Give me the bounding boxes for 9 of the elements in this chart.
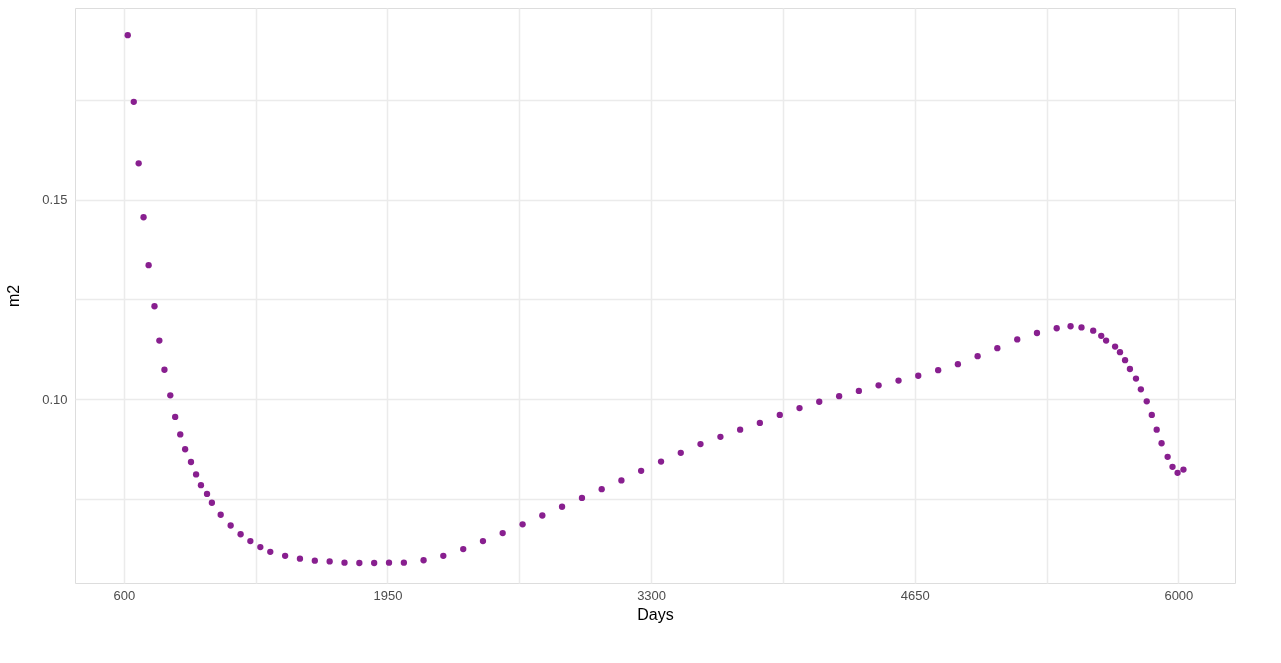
y-axis-title: m2	[5, 284, 23, 308]
x-tick-label: 3300	[637, 587, 667, 603]
x-tick-label: 4650	[900, 587, 930, 603]
x-tick-label: 6000	[1164, 587, 1194, 603]
x-axis-title: Days	[637, 605, 674, 623]
x-tick-label: 1950	[373, 587, 403, 603]
y-tick-label: 0.10	[42, 391, 68, 407]
y-tick-label: 0.15	[42, 192, 68, 208]
x-tick-label: 600	[113, 587, 136, 603]
